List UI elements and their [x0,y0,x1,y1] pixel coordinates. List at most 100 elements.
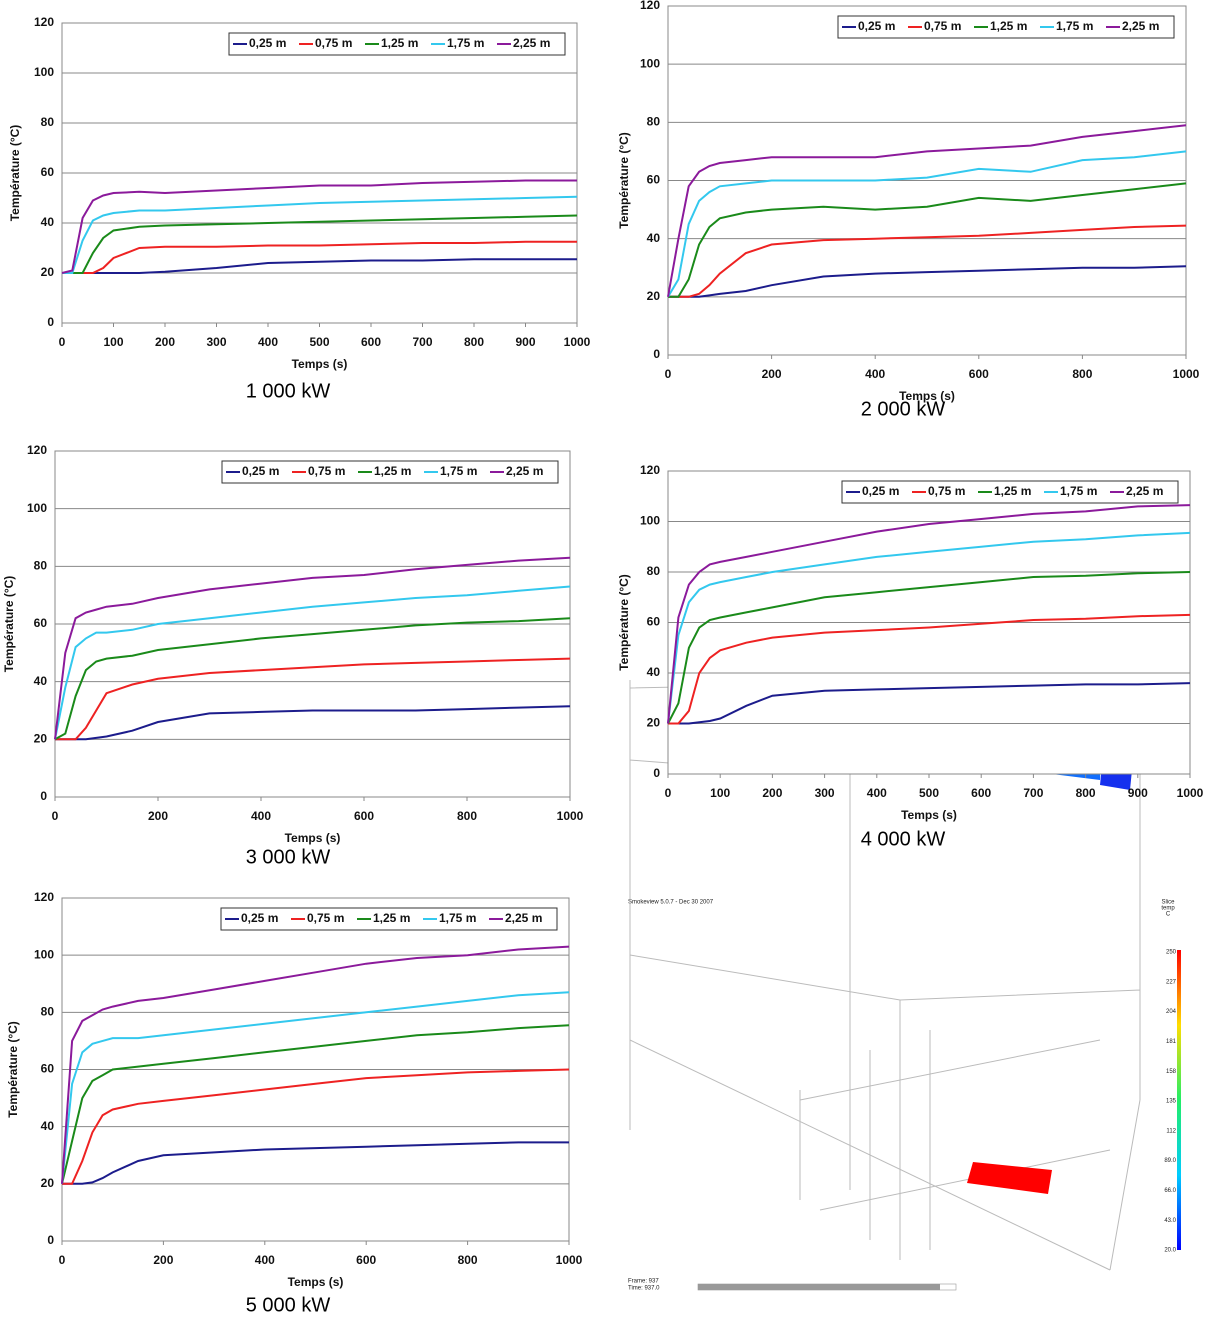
legend-label: 0,25 m [241,911,278,925]
colorbar-label: 43.0 [1164,1218,1176,1224]
x-tick-label: 200 [762,786,782,800]
legend-label: 1,25 m [381,36,418,50]
legend-label: 0,75 m [307,911,344,925]
y-tick-label: 20 [34,732,48,746]
x-axis-title: Temps (s) [285,831,341,845]
legend-label: 0,75 m [928,484,965,498]
legend-label: 1,75 m [439,911,476,925]
legend [841,480,1179,504]
x-axis-title: Temps (s) [899,389,955,403]
sv-frame: Frame: 937 [628,1279,659,1285]
legend [220,907,558,931]
sv-time: Time: 937.0 [628,1286,660,1292]
colorbar-label: 181 [1166,1039,1177,1045]
caption: 4 000 kW [861,828,946,850]
y-axis-title: Température (°C) [6,1021,20,1118]
caption: 1 000 kW [246,380,331,402]
y-tick-label: 100 [34,65,54,79]
x-tick-label: 800 [457,809,477,823]
legend-label: 1,75 m [1060,484,1097,498]
series-line [668,224,1187,298]
legend-label: 1,75 m [447,36,484,50]
legend-label: 2,25 m [506,464,543,478]
legend-label: 1,25 m [374,464,411,478]
sv-slice: temp [1161,906,1175,912]
x-tick-label: 100 [710,786,730,800]
x-tick-label: 1000 [564,335,591,349]
x-tick-label: 1000 [1173,367,1200,381]
x-tick-label: 600 [971,786,991,800]
y-tick-label: 0 [653,766,660,780]
x-axis-title: Temps (s) [901,808,957,822]
y-tick-label: 120 [34,890,54,904]
series-line [668,182,1187,298]
series-line [61,991,570,1184]
caption: 3 000 kW [246,846,331,868]
series-line [668,613,1191,725]
y-tick-label: 20 [647,289,661,303]
y-axis-title: Température (°C) [617,574,631,671]
series-line [61,945,570,1184]
burner [967,1162,1052,1194]
x-axis-title: Temps (s) [292,357,348,371]
legend-label: 1,25 m [990,19,1027,33]
x-tick-label: 300 [206,335,226,349]
series-line [55,657,571,741]
y-tick-label: 60 [41,1062,55,1076]
series-line [62,1068,570,1185]
legend-label: 1,25 m [373,911,410,925]
x-tick-label: 400 [258,335,278,349]
series-line [61,179,577,274]
caption: 5 000 kW [246,1294,331,1316]
x-tick-label: 1000 [1177,786,1204,800]
x-tick-label: 800 [1072,367,1092,381]
x-tick-label: 100 [103,335,123,349]
x-tick-label: 400 [255,1253,275,1267]
y-axis-title: Température (°C) [617,132,631,229]
x-tick-label: 200 [762,367,782,381]
y-tick-label: 20 [41,1176,55,1190]
legend [837,15,1175,39]
legend-label: 0,75 m [315,36,352,50]
y-tick-label: 100 [640,56,660,70]
x-tick-label: 200 [153,1253,173,1267]
y-tick-label: 40 [647,665,661,679]
colorbar-label: 250 [1166,950,1177,956]
colorbar-label: 20.0 [1164,1248,1176,1254]
x-tick-label: 1000 [557,809,584,823]
y-tick-label: 20 [41,265,55,279]
y-tick-label: 60 [647,173,661,187]
x-tick-label: 0 [59,335,66,349]
x-tick-label: 600 [969,367,989,381]
x-tick-label: 0 [59,1253,66,1267]
x-tick-label: 0 [665,786,672,800]
colorbar-label: 158 [1166,1069,1177,1075]
x-tick-label: 1000 [556,1253,583,1267]
colorbar [1177,950,1181,1250]
y-axis-title: Température (°C) [2,576,16,673]
y-tick-label: 0 [47,315,54,329]
legend-label: 0,75 m [924,19,961,33]
series-line [668,265,1187,298]
x-tick-label: 400 [867,786,887,800]
y-tick-label: 80 [647,564,661,578]
series-line [667,531,1191,724]
y-tick-label: 80 [41,115,55,129]
y-tick-label: 40 [41,1119,55,1133]
x-tick-label: 600 [361,335,381,349]
legend-label: 1,25 m [994,484,1031,498]
x-tick-label: 900 [515,335,535,349]
y-axis-title: Température (°C) [8,125,22,222]
y-tick-label: 120 [34,15,54,29]
y-tick-label: 80 [647,115,661,129]
y-tick-label: 120 [27,443,47,457]
x-tick-label: 700 [412,335,432,349]
legend-label: 2,25 m [505,911,542,925]
y-tick-label: 80 [41,1005,55,1019]
x-tick-label: 500 [919,786,939,800]
x-tick-label: 600 [356,1253,376,1267]
colorbar-label: 89.0 [1164,1158,1176,1164]
x-tick-label: 800 [464,335,484,349]
y-tick-label: 20 [647,716,661,730]
